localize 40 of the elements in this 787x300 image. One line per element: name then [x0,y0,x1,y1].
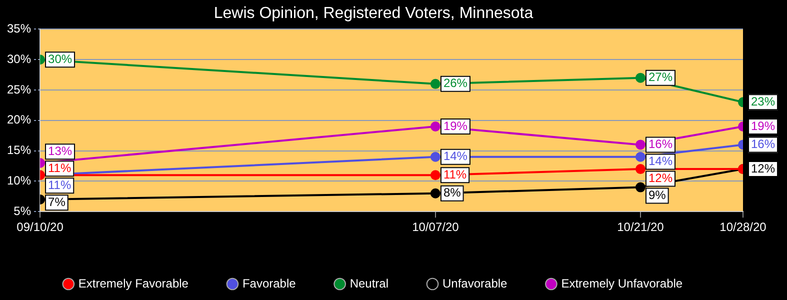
data-label: 12% [751,161,776,176]
y-tick-label: 30% [6,52,32,66]
data-label: 11% [48,178,72,192]
data-label: 13% [48,144,72,158]
y-tick-label: 20% [6,112,32,127]
legend-label: Neutral [350,276,388,290]
y-tick-label: 25% [6,82,32,96]
legend-label: Favorable [242,276,296,290]
data-label: 30% [48,52,72,66]
x-tick-label: 10/28/20 [720,220,767,234]
x-tick-label: 09/10/20 [16,220,64,234]
data-label: 9% [648,188,666,202]
data-label: 12% [648,171,673,186]
data-label: 7% [48,194,66,209]
legend-label: Unfavorable [442,276,508,290]
data-label: 23% [751,94,776,108]
y-tick-label: 35% [6,22,32,36]
y-tick-label: 10% [6,174,32,188]
point [430,188,440,198]
x-tick-label: 10/21/20 [617,220,664,234]
data-label: 11% [48,160,72,175]
legend-label: Extremely Favorable [78,276,189,290]
y-tick-label: 5% [14,204,32,218]
data-label: 8% [443,186,462,200]
x-tick-label: 10/07/20 [412,220,460,234]
data-label: 16% [648,137,673,152]
data-label: 19% [751,118,776,133]
data-label: 26% [443,76,468,90]
point [635,152,646,162]
data-label: 11% [443,167,467,182]
legend-label: Extremely Unfavorable [561,276,683,290]
data-label: 16% [751,137,776,152]
point [635,182,646,192]
data-label: 14% [648,154,673,168]
data-label: 14% [443,149,468,164]
y-tick-label: 15% [6,143,32,158]
chart-title: Lewis Opinion, Registered Voters, Minnesota [214,5,534,22]
data-label: 27% [648,70,673,84]
data-label: 19% [443,118,468,133]
point [430,152,440,162]
